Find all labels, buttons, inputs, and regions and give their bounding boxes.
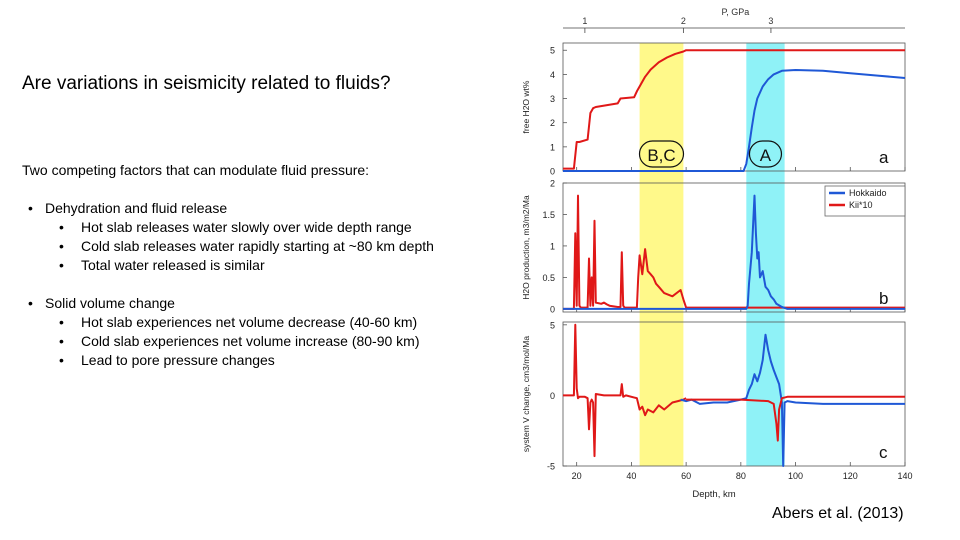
legend-box — [824, 185, 906, 217]
band-label-box — [748, 140, 783, 168]
y-axis-label: H2O production, m3/m2/Ma — [521, 195, 531, 300]
x-tick-label: 60 — [681, 471, 691, 481]
legend-entry: Kii*10 — [849, 200, 873, 210]
x-tick-label: 140 — [897, 471, 912, 481]
top-axis-label: P, GPa — [721, 7, 749, 17]
sub-bullet-item: Lead to pore pressure changes — [59, 351, 420, 370]
bullet-item: Dehydration and fluid release Hot slab r… — [22, 199, 434, 275]
panel-label: c — [879, 443, 888, 462]
x-axis-label: Depth, km — [692, 489, 735, 500]
y-tick-label: 4 — [550, 70, 555, 80]
series-line-kii10 — [563, 323, 687, 458]
y-tick-label: 5 — [550, 320, 555, 330]
series-line-kii10 — [563, 194, 905, 310]
panel-frame — [562, 321, 906, 467]
band-label: A — [760, 146, 772, 165]
y-axis-label: system V change, cm3/mol/Ma — [521, 336, 531, 452]
series-line-hokkaido — [680, 333, 905, 467]
panel-frame — [562, 42, 906, 172]
y-tick-label: 2 — [550, 179, 555, 189]
y-tick-label: 0 — [550, 304, 555, 314]
highlight-band — [639, 43, 684, 466]
y-tick-label: 1 — [550, 241, 555, 251]
slide-title: Are variations in seismicity related to … — [22, 73, 391, 94]
y-tick-label: 0.5 — [542, 273, 555, 283]
bullet-item: Solid volume change Hot slab experiences… — [22, 294, 420, 370]
bullet-text: Solid volume change — [45, 295, 175, 311]
top-axis-tick-label: 1 — [582, 16, 587, 26]
y-tick-label: 5 — [550, 46, 555, 56]
band-label: B,C — [647, 146, 675, 165]
x-tick-label: 80 — [736, 471, 746, 481]
y-tick-label: 0 — [550, 167, 555, 177]
y-tick-label: -5 — [547, 462, 555, 472]
x-tick-label: 100 — [788, 471, 803, 481]
y-tick-label: 3 — [550, 94, 555, 104]
panel-frame — [562, 182, 906, 313]
intro-text: Two competing factors that can modulate … — [22, 162, 370, 178]
panel-label: b — [879, 289, 888, 308]
sub-bullet-item: Cold slab experiences net volume increas… — [59, 332, 419, 351]
bullet-list-volume-change: Solid volume change Hot slab experiences… — [22, 294, 420, 370]
sub-bullet-item: Hot slab releases water slowly over wide… — [59, 218, 434, 237]
legend-entry: Hokkaido — [849, 188, 887, 198]
citation: Abers et al. (2013) — [772, 505, 904, 522]
bullet-text: Dehydration and fluid release — [45, 200, 228, 216]
sub-bullet-item: Hot slab experiences net volume decrease… — [59, 313, 420, 332]
top-axis-tick-label: 3 — [768, 16, 773, 26]
highlight-band — [746, 43, 785, 466]
panel-label: a — [879, 148, 889, 167]
series-line-kii10 — [686, 395, 905, 442]
y-tick-label: 0 — [550, 391, 555, 401]
y-tick-label: 2 — [550, 118, 555, 128]
y-tick-label: 1 — [550, 142, 555, 152]
y-tick-label: 1.5 — [542, 210, 555, 220]
series-line-hokkaido — [563, 69, 906, 172]
series-line-kii10 — [563, 49, 905, 170]
sub-bullet-item: Total water released is similar — [59, 256, 434, 275]
x-tick-label: 40 — [626, 471, 636, 481]
top-axis-tick-label: 2 — [681, 16, 686, 26]
x-tick-label: 120 — [843, 471, 858, 481]
y-axis-label: free H2O wt% — [521, 80, 531, 133]
x-tick-label: 20 — [572, 471, 582, 481]
sub-bullet-item: Cold slab releases water rapidly startin… — [59, 237, 434, 256]
bullet-list-dehydration: Dehydration and fluid release Hot slab r… — [22, 199, 434, 275]
series-line-hokkaido — [563, 194, 905, 310]
figure-panels: 1 2 3 P, GPa 0 1 2 3 4 5 free H2O wt% a 0 0.5 1 1.5 2 H2O… — [521, 7, 913, 500]
band-label-box — [638, 140, 685, 168]
